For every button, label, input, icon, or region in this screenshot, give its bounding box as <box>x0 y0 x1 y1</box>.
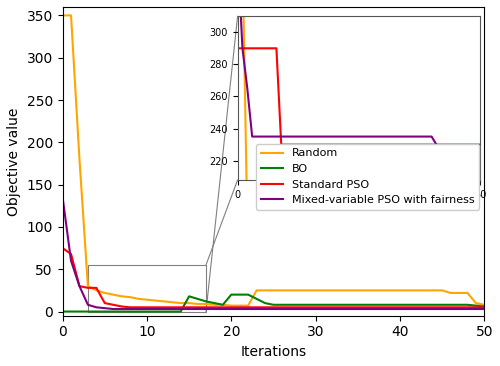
Standard PSO <box>346 305 352 310</box>
Standard PSO <box>161 305 167 310</box>
X-axis label: Iterations: Iterations <box>240 345 306 359</box>
BO <box>380 303 386 307</box>
BO <box>414 303 420 307</box>
BO <box>102 309 108 314</box>
Standard PSO <box>194 305 200 310</box>
Mixed-variable PSO with fairness <box>473 307 479 311</box>
Line: Mixed-variable PSO with fairness: Mixed-variable PSO with fairness <box>62 197 484 309</box>
BO <box>338 303 344 307</box>
Mixed-variable PSO with fairness <box>110 307 116 311</box>
BO <box>330 303 336 307</box>
BO <box>312 303 318 307</box>
BO <box>194 297 200 301</box>
Random <box>372 288 378 292</box>
Random <box>482 303 488 307</box>
Line: Standard PSO: Standard PSO <box>62 248 484 307</box>
Mixed-variable PSO with fairness <box>372 307 378 311</box>
Mixed-variable PSO with fairness <box>194 307 200 311</box>
BO <box>406 303 411 307</box>
BO <box>439 303 445 307</box>
Standard PSO <box>127 305 133 310</box>
BO <box>296 303 302 307</box>
BO <box>422 303 428 307</box>
Random <box>228 303 234 308</box>
BO <box>178 309 184 314</box>
BO <box>456 303 462 307</box>
BO <box>212 301 218 305</box>
BO <box>321 303 327 307</box>
BO <box>430 303 436 307</box>
Bar <box>88 265 206 311</box>
Mixed-variable PSO with fairness <box>346 307 352 311</box>
BO <box>363 303 369 307</box>
Random <box>346 288 352 292</box>
Standard PSO <box>473 305 479 310</box>
BO <box>346 303 352 307</box>
BO <box>473 303 479 308</box>
Mixed-variable PSO with fairness <box>60 195 66 199</box>
BO <box>482 304 488 309</box>
Mixed-variable PSO with fairness <box>161 307 167 311</box>
BO <box>245 292 251 297</box>
BO <box>464 303 470 307</box>
BO <box>279 303 285 307</box>
BO <box>262 301 268 305</box>
Line: Random: Random <box>62 15 484 306</box>
Mixed-variable PSO with fairness <box>482 307 488 311</box>
Line: BO: BO <box>62 295 484 311</box>
Random <box>60 13 66 18</box>
Y-axis label: Objective value: Objective value <box>7 107 21 216</box>
BO <box>60 309 66 314</box>
BO <box>304 303 310 307</box>
BO <box>203 299 209 303</box>
Random <box>152 298 158 303</box>
Mixed-variable PSO with fairness <box>203 307 209 311</box>
BO <box>254 297 260 301</box>
BO <box>448 303 454 307</box>
Standard PSO <box>203 305 209 310</box>
BO <box>355 303 361 307</box>
Standard PSO <box>60 246 66 250</box>
BO <box>186 294 192 299</box>
BO <box>144 309 150 314</box>
BO <box>270 303 276 307</box>
BO <box>220 303 226 307</box>
BO <box>288 303 294 307</box>
Standard PSO <box>482 305 488 310</box>
BO <box>388 303 394 307</box>
Random <box>473 301 479 305</box>
BO <box>397 303 403 307</box>
Random <box>186 301 192 305</box>
Legend: Random, BO, Standard PSO, Mixed-variable PSO with fairness: Random, BO, Standard PSO, Mixed-variable… <box>256 144 479 210</box>
Random <box>194 302 200 306</box>
BO <box>236 292 242 297</box>
BO <box>228 292 234 297</box>
Standard PSO <box>372 305 378 310</box>
BO <box>372 303 378 307</box>
